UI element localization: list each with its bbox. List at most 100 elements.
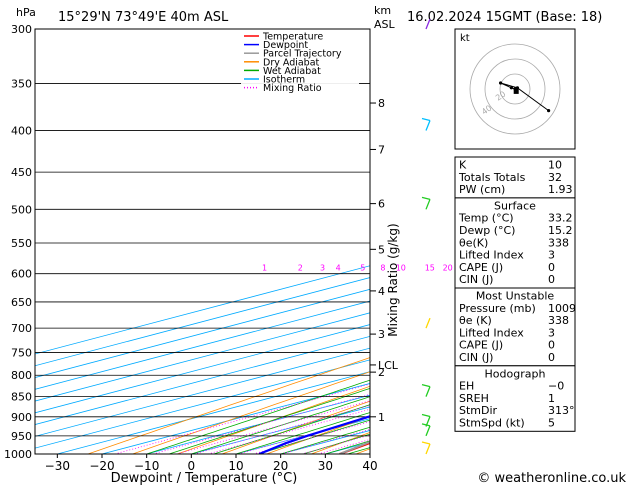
dry-adiabat-line — [221, 400, 370, 454]
wind-barb-flag — [421, 117, 431, 122]
hodograph-point — [547, 109, 551, 113]
legend-label: Wet Adiabat — [263, 66, 321, 77]
index-value: 338 — [548, 314, 569, 327]
km-tick-label: 6 — [378, 198, 385, 211]
index-label: θe (K) — [459, 314, 492, 327]
mixing-ratio-axis-title: Mixing Ratio (g/kg) — [386, 223, 400, 336]
km-tick-label: 7 — [378, 143, 385, 156]
index-value: 0 — [548, 351, 555, 364]
wind-barb-flag — [421, 413, 431, 418]
km-tick-label: LCL — [378, 359, 399, 372]
index-value: 1.93 — [548, 183, 573, 196]
x-tick-label: −20 — [89, 459, 114, 473]
x-tick-label: 30 — [318, 459, 333, 473]
index-label: K — [459, 159, 467, 172]
isotherm-line — [35, 300, 370, 390]
pressure-tick-label: 700 — [11, 322, 32, 335]
legend-label: Isotherm — [263, 75, 305, 86]
pressure-tick-label: 600 — [11, 268, 32, 281]
wind-barb-flag — [421, 423, 431, 427]
isotherm-line — [57, 371, 370, 454]
pressure-tick-label: 500 — [11, 203, 32, 216]
wind-barb — [425, 386, 431, 397]
mixing-ratio-label: 15 — [425, 264, 435, 273]
index-section — [454, 197, 576, 289]
pressure-tick-label: 300 — [11, 23, 32, 36]
index-value: 5 — [548, 417, 555, 430]
index-value: 33.2 — [548, 212, 573, 225]
km-tick-label: 1 — [378, 411, 385, 424]
index-label: Dewp (°C) — [459, 224, 515, 237]
km-tick-label: 4 — [378, 285, 385, 298]
pressure-tick-label: 750 — [11, 346, 32, 359]
wind-barb — [425, 443, 431, 455]
dry-adiabat-line — [132, 371, 370, 454]
index-section-title: Hodograph — [485, 367, 546, 380]
profile-dewpoint — [258, 415, 370, 454]
pressure-tick-label: 800 — [11, 369, 32, 382]
index-label: EH — [459, 380, 474, 393]
km-tick-label: 2 — [378, 366, 385, 379]
location-title: 15°29'N 73°49'E 40m ASL — [58, 10, 229, 25]
km-label: km — [374, 4, 391, 17]
pressure-tick-label: 550 — [11, 237, 32, 250]
legend-label: Dry Adiabat — [263, 57, 320, 68]
legend-label: Dewpoint — [263, 40, 308, 51]
pressure-tick-label: 950 — [11, 430, 32, 443]
pressure-tick-label: 650 — [11, 296, 32, 309]
index-value: 1009 — [548, 302, 576, 315]
pressure-tick-label: 850 — [11, 391, 32, 404]
dry-adiabat-line — [87, 357, 370, 454]
km-tick-label: 3 — [378, 328, 385, 341]
hpa-label: hPa — [16, 6, 36, 19]
wind-barb-flag — [421, 384, 431, 388]
hodograph-point — [499, 81, 503, 85]
hodograph-ring — [484, 58, 546, 120]
copyright-footer: © weatheronline.co.uk — [477, 471, 626, 486]
pressure-tick-label: 1000 — [4, 448, 32, 461]
isotherm-line — [35, 347, 370, 437]
hodograph-ring — [499, 73, 531, 105]
isotherm-line — [35, 312, 370, 402]
pressure-tick-label: 450 — [11, 166, 32, 179]
index-value: 0 — [548, 261, 555, 274]
index-label: CIN (J) — [459, 273, 493, 286]
index-label: CAPE (J) — [459, 339, 503, 352]
index-label: StmSpd (kt) — [459, 417, 525, 430]
wind-barb — [425, 18, 431, 30]
x-tick-label: 10 — [228, 459, 243, 473]
index-value: 15.2 — [548, 224, 573, 237]
asl-label: ASL — [374, 18, 396, 31]
index-label: SREH — [459, 392, 489, 405]
mixing-ratio-label: 1 — [262, 264, 267, 273]
index-value: 0 — [548, 273, 555, 286]
mixing-ratio-label: 8 — [380, 264, 385, 273]
x-tick-label: 20 — [273, 459, 288, 473]
index-value: 3 — [548, 326, 555, 339]
isotherm-line — [35, 359, 370, 449]
index-label: StmDir — [459, 404, 498, 417]
wind-barb — [425, 120, 431, 131]
index-label: PW (cm) — [459, 183, 505, 196]
legend-box — [241, 31, 359, 91]
pressure-tick-label: 400 — [11, 125, 32, 138]
index-section-title: Surface — [494, 199, 536, 212]
datetime-title: 16.02.2024 15GMT (Base: 18) — [407, 10, 602, 25]
legend-label: Mixing Ratio — [263, 83, 322, 94]
x-tick-label: 40 — [362, 459, 377, 473]
legend-label: Temperature — [262, 32, 323, 43]
index-label: CIN (J) — [459, 351, 493, 364]
x-axis-title: Dewpoint / Temperature (°C) — [111, 471, 298, 486]
hodograph-ring — [469, 43, 561, 135]
wind-barb — [425, 425, 431, 437]
wet-adiabat-line — [213, 404, 370, 454]
wind-barb — [425, 199, 431, 210]
index-value: 338 — [548, 236, 569, 249]
index-section — [454, 365, 576, 432]
mixing-ratio-label: 2 — [298, 264, 303, 273]
mixing-ratio-label: 10 — [396, 264, 406, 273]
mixing-ratio-label: 5 — [360, 264, 365, 273]
wind-barb-flag — [421, 196, 431, 200]
index-label: Totals Totals — [458, 171, 526, 184]
